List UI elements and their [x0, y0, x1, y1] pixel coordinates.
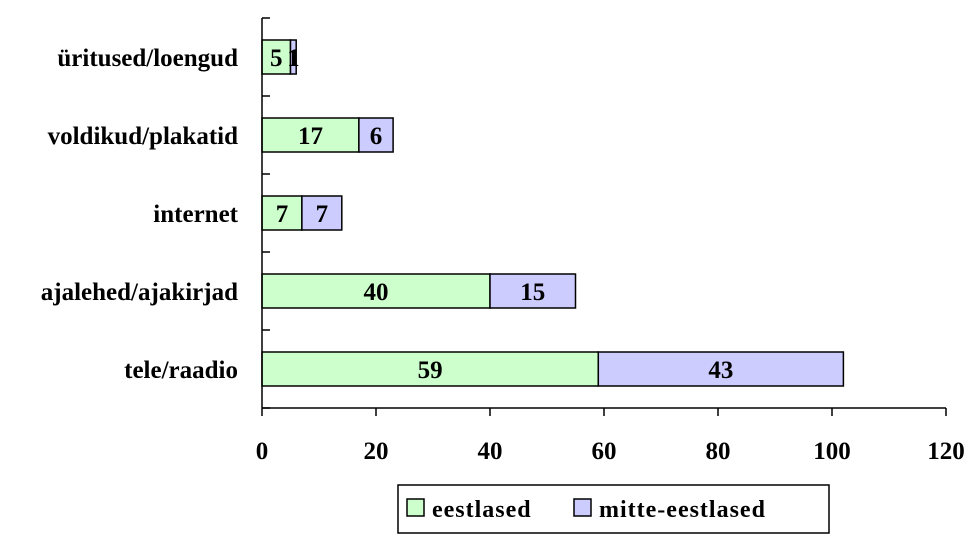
- x-tick-label: 60: [592, 438, 617, 465]
- category-label: ajalehed/ajakirjad: [41, 279, 238, 306]
- legend-box: [397, 484, 830, 534]
- bar-mitte-eestlased-0: [289, 39, 297, 75]
- legend-label: mitte-eestlased: [599, 497, 766, 523]
- bar-eestlased-1: [261, 117, 360, 153]
- bar-mitte-eestlased-1: [358, 117, 394, 153]
- bar-eestlased-4: [261, 351, 600, 387]
- data-label: 7: [276, 201, 289, 228]
- x-tick-label: 0: [256, 438, 269, 465]
- axes-group: üritused/loengud voldikud/plakatid interne…: [41, 17, 965, 465]
- legend-label: eestlased: [432, 497, 532, 523]
- x-tick-label: 20: [364, 438, 389, 465]
- bars-group: 5 1 17 6 7 7 40 15 59 43: [261, 39, 845, 387]
- legend: eestlased mitte-eestlased: [397, 484, 830, 534]
- bar-mitte-eestlased-3: [489, 273, 577, 309]
- data-label: 1: [287, 45, 300, 72]
- x-tick-label: 120: [927, 438, 965, 465]
- data-label: 7: [316, 201, 329, 228]
- data-label: 59: [418, 357, 443, 384]
- data-label: 6: [370, 123, 383, 150]
- bar-mitte-eestlased-2: [301, 195, 343, 231]
- data-label: 43: [708, 357, 733, 384]
- data-label: 40: [364, 279, 389, 306]
- bar-mitte-eestlased-4: [597, 351, 845, 387]
- data-label: 5: [270, 45, 283, 72]
- x-tick-label: 100: [813, 438, 851, 465]
- x-tick-label: 80: [706, 438, 731, 465]
- bar-eestlased-3: [261, 273, 491, 309]
- legend-swatch-mitte-eestlased: [573, 498, 592, 517]
- category-label: üritused/loengud: [57, 45, 238, 72]
- x-tick-label: 40: [478, 438, 503, 465]
- legend-swatch-eestlased: [406, 498, 425, 517]
- category-label: tele/raadio: [124, 357, 238, 384]
- category-label: voldikud/plakatid: [48, 123, 238, 150]
- data-label: 17: [298, 123, 323, 150]
- data-label: 15: [520, 279, 545, 306]
- category-label: internet: [153, 201, 238, 228]
